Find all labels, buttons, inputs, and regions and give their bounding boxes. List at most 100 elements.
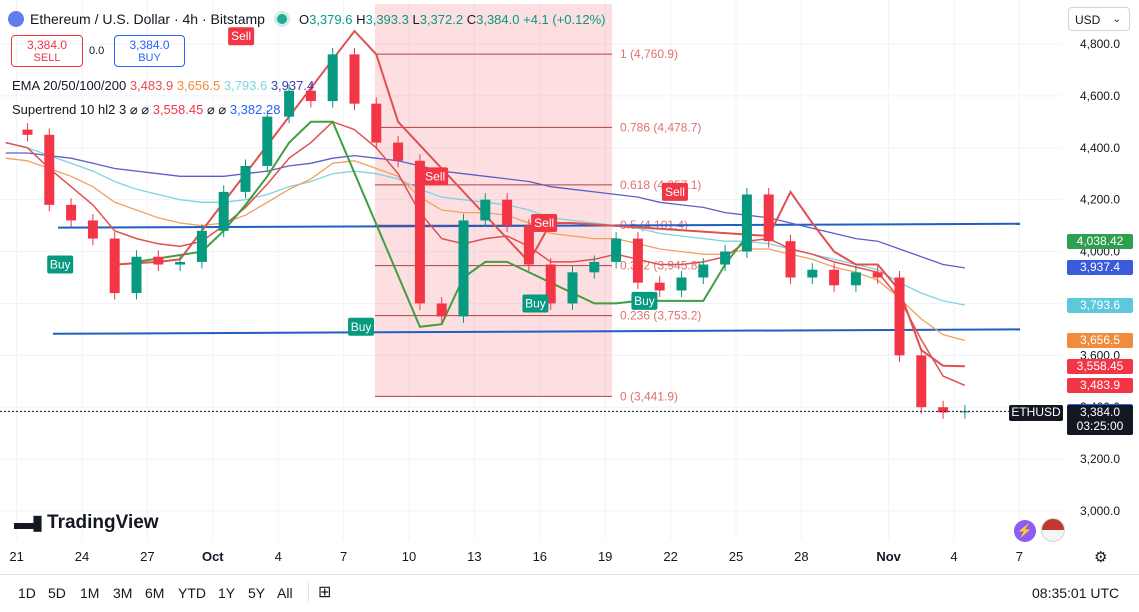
sell-signal-label: Sell — [425, 169, 445, 183]
candle-body — [654, 282, 665, 291]
high-label: H — [356, 11, 366, 27]
clock-time[interactable]: 08:35:01 UTC — [1032, 585, 1120, 601]
us-flag-icon[interactable] — [1041, 518, 1065, 542]
y-tick-label: 3,200.0 — [1080, 452, 1120, 466]
currency-select[interactable]: USD ⌄ — [1068, 7, 1130, 31]
tf-6m[interactable]: 6M — [145, 585, 165, 601]
symbol-title[interactable]: Ethereum / U.S. Dollar · 4h · Bitstamp — [30, 11, 265, 27]
buy-signal-box — [348, 317, 375, 336]
buy-button[interactable]: 3,384.0 BUY — [114, 35, 185, 67]
candle-body — [44, 134, 55, 205]
candle-body — [218, 191, 229, 231]
sell-signal-label: Sell — [231, 29, 251, 43]
date-range-icon[interactable]: ⊞ — [318, 584, 332, 601]
tf-all[interactable]: All — [277, 585, 293, 601]
sell-button[interactable]: 3,384.0 SELL — [11, 35, 83, 67]
candle-body — [676, 277, 687, 291]
tf-1d[interactable]: 1D — [18, 585, 36, 601]
tf-5d[interactable]: 5D — [48, 585, 66, 601]
last-price-label: 3,384.0 03:25:00 — [1067, 405, 1133, 435]
candle-body — [458, 220, 469, 317]
candle-body — [414, 160, 425, 304]
bottom-toolbar: 1D 5D 1M 3M 6M YTD 1Y 5Y All ⊞ 08:35:01 … — [0, 574, 1139, 612]
tf-1y[interactable]: 1Y — [218, 585, 236, 601]
tf-1m[interactable]: 1M — [80, 585, 100, 601]
currency-value: USD — [1075, 13, 1101, 27]
symbol-label: ETHUSD — [1009, 405, 1063, 421]
axis-price-label: 3,937.4 — [1067, 260, 1133, 276]
fib-level-label: 0.618 (4,257.1) — [620, 178, 701, 192]
candle-body — [22, 129, 33, 135]
candle-body — [131, 256, 142, 294]
candle-body — [938, 407, 949, 413]
settings-icon[interactable]: ⚙ — [1094, 549, 1108, 566]
candle-body — [262, 116, 273, 166]
fib-level-label: 0.236 (3,753.2) — [620, 309, 701, 323]
buy-signal-label: Buy — [50, 258, 71, 272]
candle-body — [436, 303, 447, 317]
buy-label: BUY — [138, 52, 161, 64]
x-tick-label: Nov — [876, 549, 901, 564]
low-value: 3,372.2 — [419, 11, 464, 27]
candle-body — [480, 199, 491, 221]
axis-price-label: 3,656.5 — [1067, 333, 1133, 349]
candle-body — [153, 256, 164, 265]
spread-value: 0.0 — [89, 45, 105, 57]
buy-signal-box — [631, 291, 658, 310]
candle-body — [720, 251, 731, 265]
candle-body — [632, 238, 643, 283]
y-tick-label: 4,800.0 — [1080, 37, 1120, 51]
change-value: +4.1 (+0.12%) — [523, 11, 606, 27]
ema-legend[interactable]: EMA 20/50/100/200 3,483.9 3,656.5 3,793.… — [12, 78, 314, 93]
bar-countdown: 03:25:00 — [1076, 419, 1124, 433]
tf-5y[interactable]: 5Y — [248, 585, 266, 601]
ohlc-readout: O3,379.6 H3,393.3 L3,372.2 C3,384.0 +4.1… — [299, 12, 606, 27]
fib-level-label: 1 (4,760.9) — [620, 47, 678, 61]
candle-body — [545, 264, 556, 304]
chart-header: Ethereum / U.S. Dollar · 4h · Bitstamp O… — [8, 8, 606, 30]
x-tick-label: 4 — [275, 549, 282, 564]
candle-body — [850, 272, 861, 286]
trendline-lower[interactable] — [52, 328, 1021, 335]
sell-signal-label: Sell — [665, 185, 685, 199]
chevron-down-icon: ⌄ — [1112, 14, 1121, 25]
buy-signal-label: Buy — [525, 296, 546, 310]
y-tick-label: 3,000.0 — [1080, 504, 1120, 518]
candle-body — [611, 238, 622, 262]
candle-body — [872, 272, 883, 278]
candle-body — [175, 261, 186, 265]
x-tick-label: 28 — [794, 549, 808, 564]
brand-name: TradingView — [47, 511, 159, 533]
x-tick-label: 27 — [140, 549, 154, 564]
ema200-value: 3,937.4 — [270, 78, 315, 93]
supertrend-legend[interactable]: Supertrend 10 hl2 3 ⌀ ⌀ 3,558.45 ⌀ ⌀ 3,3… — [12, 102, 280, 118]
candle-body — [371, 103, 382, 143]
open-label: O — [298, 11, 310, 27]
x-tick-label: 7 — [340, 549, 347, 564]
fib-zone — [375, 4, 612, 397]
candle-body — [959, 411, 970, 413]
sell-signal-box — [422, 167, 449, 186]
x-tick-label: 21 — [9, 549, 23, 564]
fib-level-label: 0 (3,441.9) — [620, 389, 678, 403]
candle-body — [741, 194, 752, 252]
ema100-value: 3,793.6 — [223, 78, 268, 93]
fib-level-label: 0.786 (4,478.7) — [620, 120, 701, 134]
candle-body — [523, 225, 534, 265]
tf-ytd[interactable]: YTD — [178, 585, 206, 601]
x-tick-label: 25 — [729, 549, 743, 564]
y-tick-label: 4,200.0 — [1080, 193, 1120, 207]
axis-price-label: 3,483.9 — [1067, 377, 1133, 393]
x-tick-label: 22 — [663, 549, 677, 564]
x-tick-label: 4 — [950, 549, 957, 564]
tf-3m[interactable]: 3M — [113, 585, 133, 601]
sell-signal-box — [661, 182, 688, 201]
lightning-icon[interactable]: ⚡ — [1014, 520, 1036, 542]
tradingview-logo[interactable]: ▬▮ TradingView — [14, 510, 159, 535]
buy-price: 3,384.0 — [129, 38, 170, 52]
x-tick-label: 7 — [1016, 549, 1023, 564]
candle-body — [829, 269, 840, 286]
candle-body — [763, 194, 774, 242]
axis-price-label: 4,038.42 — [1067, 234, 1133, 250]
